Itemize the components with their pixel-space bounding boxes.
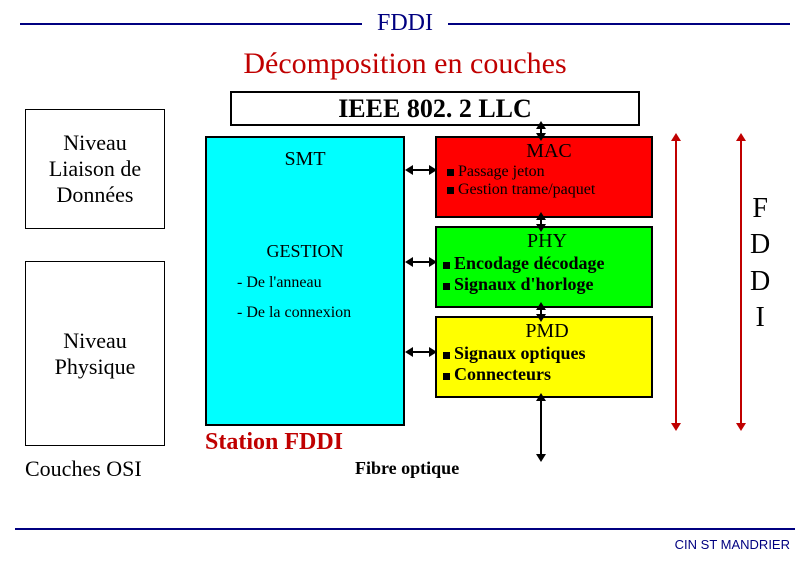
pmd-title: PMD: [443, 320, 651, 343]
bullet-icon: [443, 373, 450, 380]
osi-caption: Couches OSI: [25, 456, 142, 482]
mac-item-1: Gestion trame/paquet: [458, 181, 595, 199]
arrow-pmd-fibre: [540, 401, 542, 454]
diagram: Niveau Liaison de Données Niveau Physiqu…: [15, 91, 795, 491]
phy-item-0: Encodage décodage: [454, 253, 605, 273]
bullet-icon: [443, 283, 450, 290]
arrow-smt-phy: [413, 261, 429, 263]
footer-text: CIN ST MANDRIER: [675, 537, 790, 552]
arrow-llc-mac: [540, 129, 542, 133]
fddi-side-label: F D D I: [750, 191, 770, 337]
smt-block: SMT GESTION - De l'anneau - De la connex…: [205, 136, 405, 426]
smt-gestion: GESTION: [207, 241, 403, 262]
llc-label: IEEE 802. 2 LLC: [338, 94, 532, 124]
arrow-smt-pmd: [413, 351, 429, 353]
phy-title: PHY: [443, 230, 651, 253]
phy-item-1: Signaux d'horloge: [454, 274, 594, 294]
osi-upper-label: Niveau Liaison de Données: [25, 109, 165, 229]
station-fddi-label: Station FDDI: [205, 429, 343, 456]
mac-block: MAC Passage jeton Gestion trame/paquet: [435, 136, 653, 218]
smt-item-0: - De l'anneau: [237, 274, 403, 292]
pmd-item-0: Signaux optiques: [454, 343, 586, 363]
arrow-smt-mac: [413, 169, 429, 171]
bullet-icon: [443, 352, 450, 359]
mac-item-0: Passage jeton: [458, 163, 545, 181]
arrow-mac-phy: [540, 220, 542, 224]
smt-item-1: - De la connexion: [237, 304, 403, 322]
fibre-label: Fibre optique: [355, 458, 459, 479]
fddi-side-text: F D D I: [750, 191, 770, 337]
bullet-icon: [447, 187, 454, 194]
osi-lower-label: Niveau Physique: [25, 261, 165, 446]
rule-right: [448, 23, 790, 25]
fddi-bracket-right: [740, 141, 742, 423]
page-title: FDDI: [362, 10, 448, 37]
arrow-phy-pmd: [540, 310, 542, 314]
title-bar: FDDI: [0, 0, 810, 42]
bullet-icon: [443, 262, 450, 269]
subtitle: Décomposition en couches: [0, 47, 810, 81]
mac-title: MAC: [447, 140, 651, 163]
smt-title: SMT: [207, 148, 403, 171]
pmd-block: PMD Signaux optiques Connecteurs: [435, 316, 653, 398]
fddi-bracket-left: [675, 141, 677, 423]
phy-block: PHY Encodage décodage Signaux d'horloge: [435, 226, 653, 308]
rule-left: [20, 23, 362, 25]
pmd-item-1: Connecteurs: [454, 364, 551, 384]
footer-rule: [15, 528, 795, 530]
llc-block: IEEE 802. 2 LLC: [230, 91, 640, 126]
bullet-icon: [447, 169, 454, 176]
